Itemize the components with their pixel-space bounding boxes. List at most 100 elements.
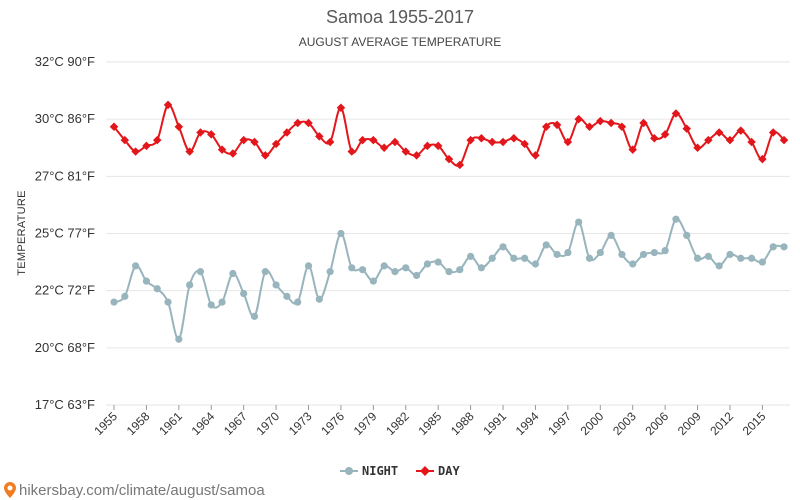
point-night-2010[interactable] — [704, 252, 712, 260]
point-day-1956[interactable] — [120, 135, 130, 145]
point-day-1973[interactable] — [304, 118, 313, 128]
point-day-1980[interactable] — [379, 143, 389, 152]
point-day-1990[interactable] — [487, 137, 497, 147]
point-day-1961[interactable] — [174, 122, 184, 132]
point-day-1969[interactable] — [261, 151, 270, 160]
point-night-1985[interactable] — [434, 258, 442, 266]
point-night-1969[interactable] — [261, 268, 269, 276]
point-night-1983[interactable] — [412, 271, 421, 280]
point-night-1962[interactable] — [186, 281, 194, 289]
point-day-1962[interactable] — [185, 147, 194, 156]
point-night-1955[interactable] — [110, 298, 118, 306]
point-night-2014[interactable] — [747, 254, 756, 262]
point-day-1987[interactable] — [455, 160, 465, 170]
point-night-1972[interactable] — [294, 298, 302, 306]
point-night-2015[interactable] — [758, 258, 766, 266]
point-day-1966[interactable] — [228, 149, 238, 158]
point-day-1992[interactable] — [509, 133, 519, 143]
point-day-1965[interactable] — [217, 145, 227, 154]
point-day-1970[interactable] — [271, 139, 281, 149]
point-day-1991[interactable] — [498, 137, 508, 147]
point-night-1970[interactable] — [272, 281, 280, 289]
point-night-1978[interactable] — [358, 266, 367, 274]
point-day-1959[interactable] — [152, 135, 162, 145]
point-night-1994[interactable] — [531, 260, 540, 268]
point-night-2001[interactable] — [607, 231, 615, 240]
point-day-2011[interactable] — [714, 128, 724, 137]
point-night-1999[interactable] — [585, 254, 594, 262]
point-night-1974[interactable] — [315, 295, 323, 303]
point-night-1973[interactable] — [304, 262, 313, 270]
point-night-1989[interactable] — [477, 264, 486, 272]
point-night-2004[interactable] — [639, 250, 648, 259]
point-night-1977[interactable] — [348, 264, 356, 272]
watermark[interactable]: hikersbay.com/climate/august/samoa — [4, 482, 265, 499]
point-day-1972[interactable] — [293, 118, 302, 128]
point-night-1956[interactable] — [121, 292, 129, 300]
point-day-1963[interactable] — [196, 128, 205, 137]
point-day-1979[interactable] — [369, 135, 378, 145]
point-day-1988[interactable] — [466, 135, 475, 145]
point-night-1960[interactable] — [164, 298, 172, 306]
point-day-2016[interactable] — [768, 128, 778, 137]
point-night-2003[interactable] — [629, 260, 637, 268]
point-night-1959[interactable] — [153, 285, 161, 293]
point-night-2005[interactable] — [650, 248, 658, 257]
point-night-1981[interactable] — [391, 268, 399, 276]
point-night-1995[interactable] — [542, 241, 550, 249]
point-night-1976[interactable] — [337, 229, 345, 238]
point-night-1967[interactable] — [240, 289, 248, 298]
point-night-1998[interactable] — [575, 218, 583, 226]
point-day-1967[interactable] — [239, 135, 248, 145]
point-night-1975[interactable] — [326, 268, 334, 276]
point-night-2002[interactable] — [618, 250, 626, 259]
point-day-1974[interactable] — [315, 132, 324, 141]
point-day-1955[interactable] — [109, 122, 119, 132]
point-day-1960[interactable] — [163, 100, 173, 110]
point-day-1983[interactable] — [412, 151, 421, 160]
point-day-2000[interactable] — [596, 116, 605, 126]
legend-item-night[interactable]: NIGHT — [340, 464, 398, 478]
point-day-1964[interactable] — [207, 130, 216, 139]
point-night-2007[interactable] — [672, 215, 680, 223]
point-night-1961[interactable] — [175, 335, 183, 343]
point-day-1982[interactable] — [401, 147, 411, 156]
point-night-2011[interactable] — [715, 262, 723, 270]
point-night-1979[interactable] — [369, 277, 377, 285]
point-night-2009[interactable] — [693, 254, 702, 262]
point-night-2013[interactable] — [737, 254, 745, 262]
point-day-1978[interactable] — [358, 135, 367, 145]
point-night-1982[interactable] — [402, 264, 410, 272]
point-day-2008[interactable] — [682, 124, 691, 133]
point-night-1986[interactable] — [445, 268, 453, 276]
point-night-1988[interactable] — [467, 252, 475, 260]
point-day-1985[interactable] — [433, 141, 443, 151]
point-night-2000[interactable] — [596, 248, 604, 257]
point-day-1981[interactable] — [390, 137, 400, 147]
point-night-2016[interactable] — [769, 243, 777, 251]
point-day-1957[interactable] — [131, 147, 140, 156]
point-night-1992[interactable] — [510, 254, 518, 262]
point-night-2017[interactable] — [780, 243, 788, 251]
point-day-1975[interactable] — [325, 137, 335, 147]
point-night-1964[interactable] — [207, 301, 215, 309]
point-night-1965[interactable] — [218, 298, 226, 306]
point-night-1991[interactable] — [499, 243, 507, 251]
point-night-1968[interactable] — [250, 312, 259, 320]
point-day-1984[interactable] — [423, 141, 432, 151]
legend-item-day[interactable]: DAY — [416, 464, 460, 478]
point-day-1989[interactable] — [477, 133, 486, 143]
point-night-2012[interactable] — [726, 250, 734, 259]
point-night-1966[interactable] — [229, 269, 237, 278]
point-night-1980[interactable] — [380, 262, 388, 270]
point-night-1987[interactable] — [456, 266, 464, 274]
point-night-1971[interactable] — [283, 292, 291, 300]
point-night-1990[interactable] — [488, 254, 496, 262]
point-night-1958[interactable] — [142, 277, 151, 285]
point-day-1977[interactable] — [347, 147, 356, 156]
point-day-1986[interactable] — [444, 154, 454, 164]
point-night-2006[interactable] — [661, 247, 669, 255]
point-night-1996[interactable] — [553, 250, 561, 259]
point-night-1957[interactable] — [132, 262, 140, 270]
point-day-1971[interactable] — [282, 128, 292, 137]
